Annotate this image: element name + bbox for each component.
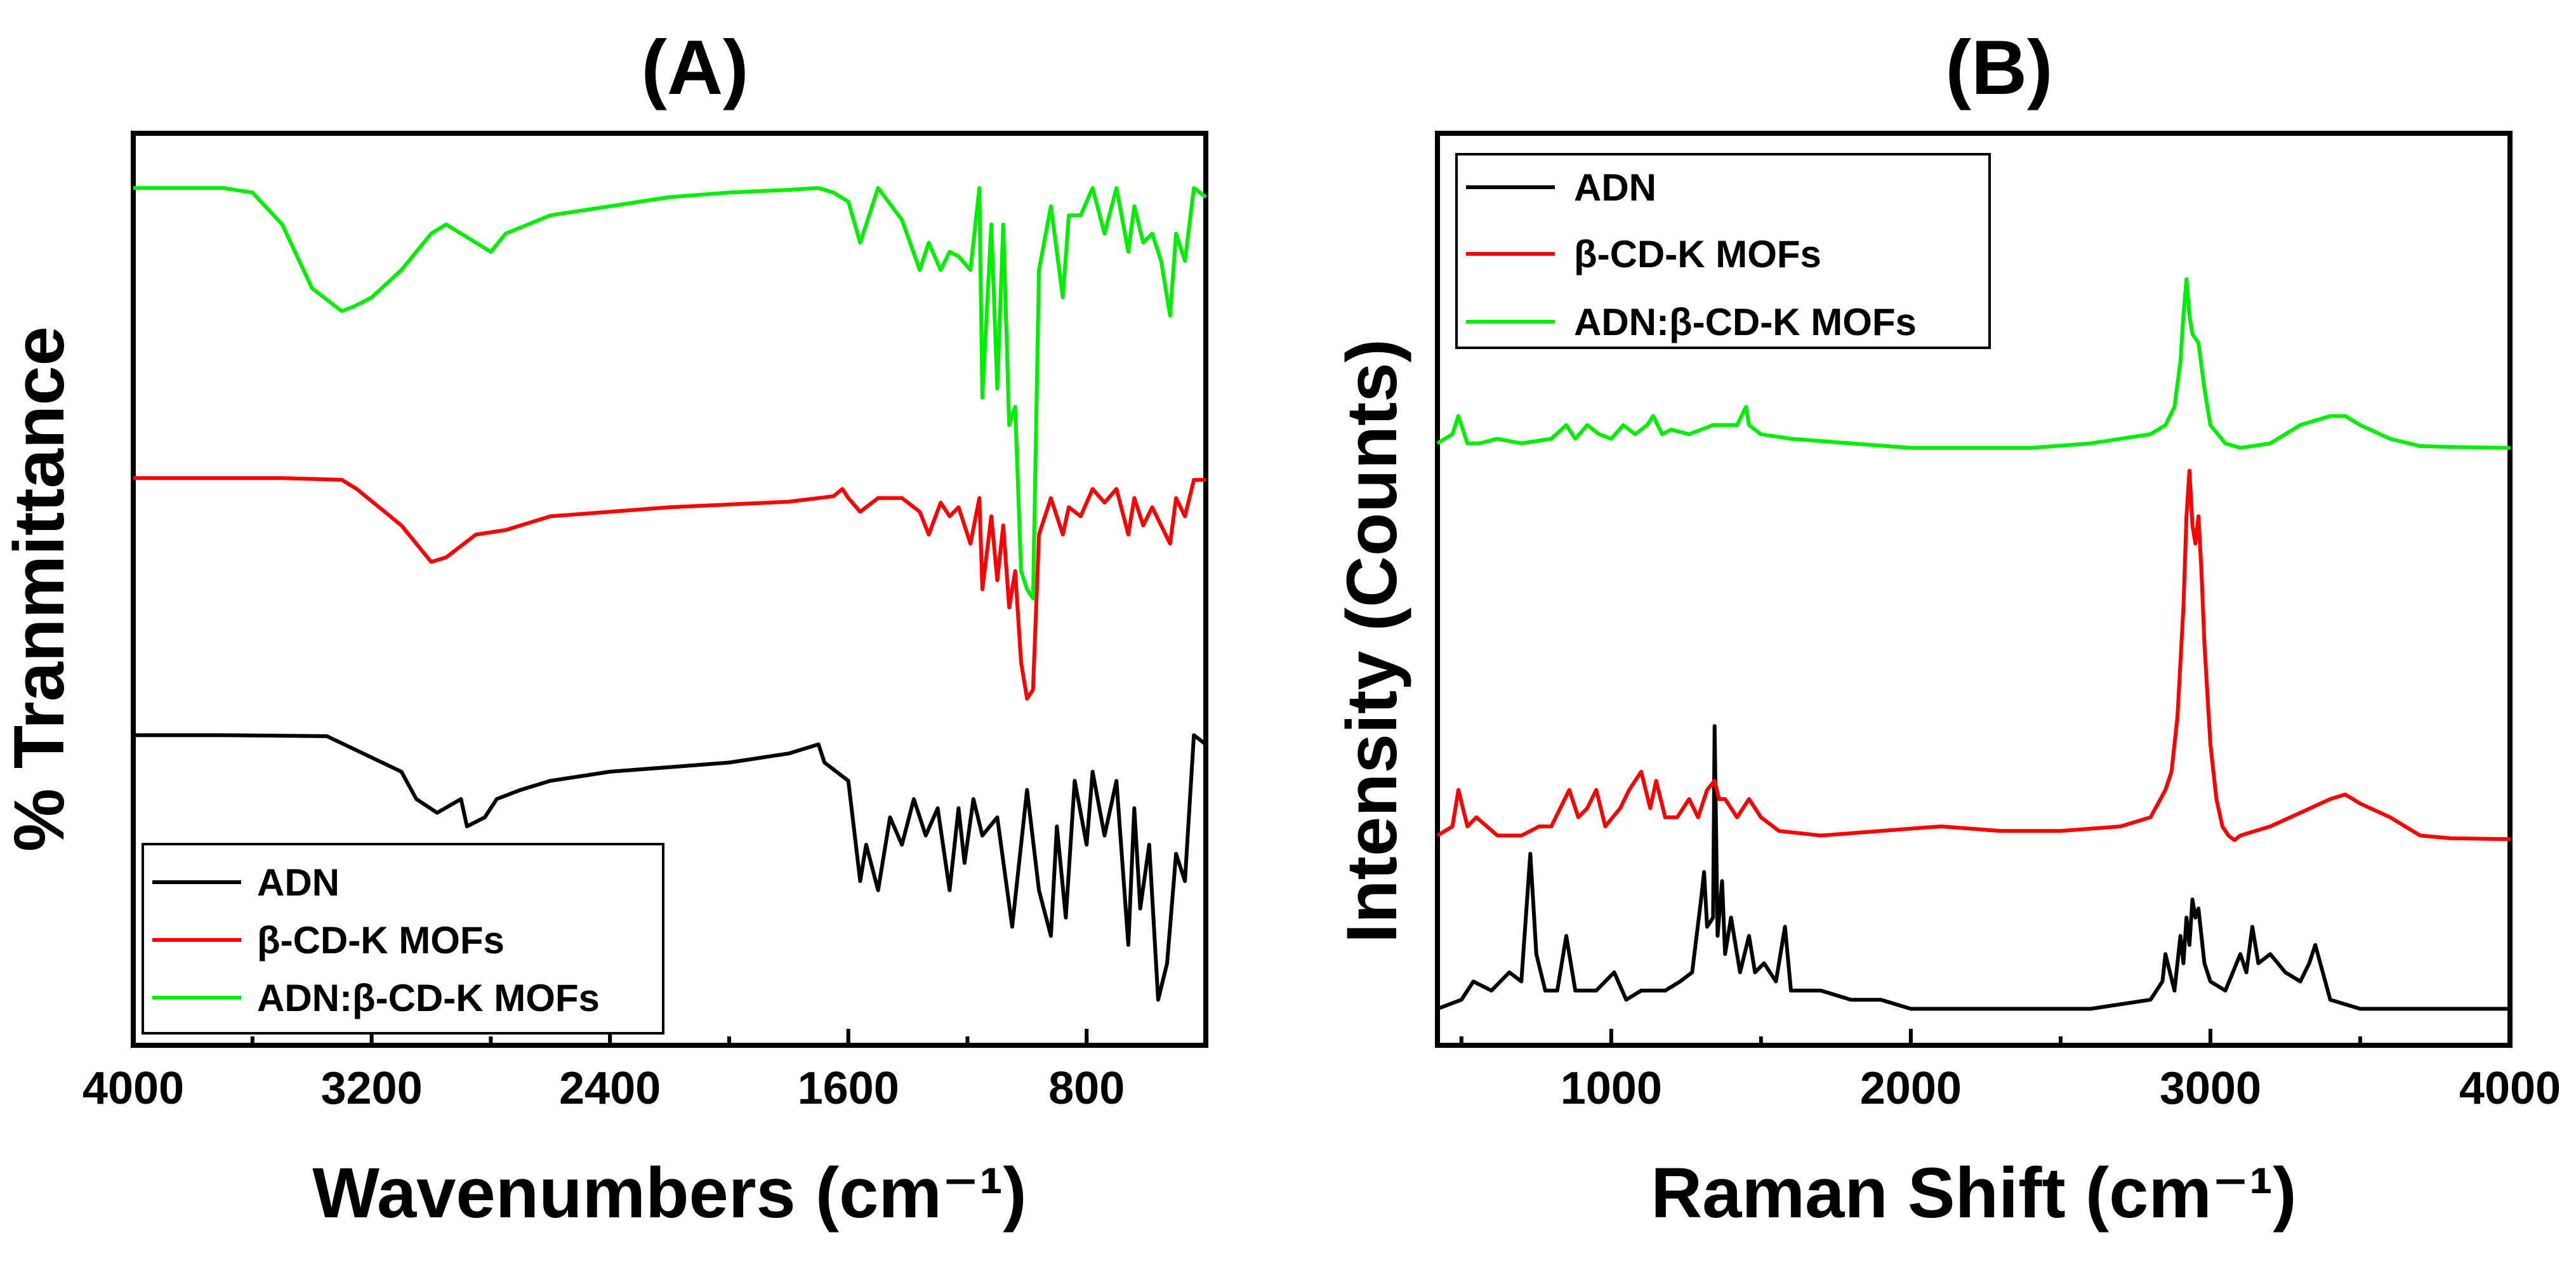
- panel-b-x-tick-label-1000: 1000: [1561, 1063, 1662, 1114]
- panel-a-series-group: [133, 186, 1207, 1002]
- panel-b-series-adn-b-cd-k-mofs: [1436, 277, 2511, 450]
- panel-b-y-axis-title: Intensity (Counts): [1332, 339, 1411, 943]
- panel-a-legend-label-adn-bcdk: ADN:β-CD-K MOFs: [257, 977, 600, 1019]
- panel-a-x-tick-label-2400: 2400: [559, 1063, 661, 1114]
- panel-b-title: (B): [1945, 24, 2052, 110]
- panel-a-series-b-cd-k-mofs: [133, 476, 1206, 701]
- panel-a-series-adn-b-cd-k-mofs: [133, 186, 1207, 600]
- panel-a-legend-label-bcdk: β-CD-K MOFs: [257, 919, 505, 962]
- panel-b-series-adn: [1436, 724, 2510, 1011]
- panel-b-series-group: [1436, 277, 2511, 1011]
- panel-a-x-tick-label-3200: 3200: [320, 1063, 422, 1114]
- panel-a-x-ticks: 4000 3200 2400 1600 800: [83, 1029, 1208, 1114]
- panel-a-plot-frame: [131, 131, 1208, 1048]
- panel-a-title: (A): [641, 24, 748, 110]
- panel-a-x-tick-label-1600: 1600: [798, 1063, 899, 1114]
- panel-a-x-axis-title: Wavenumbers (cm⁻¹): [312, 1153, 1026, 1233]
- panel-a: (A) 4000 3200 2400 1600 800 Wavenumbers (cm⁻…: [0, 24, 1208, 1233]
- panel-b-series-b-cd-k-mofs: [1436, 468, 2511, 842]
- panel-a-x-tick-label-800: 800: [1048, 1063, 1125, 1114]
- panel-b-x-tick-label-4000: 4000: [2459, 1063, 2561, 1114]
- panel-a-x-tick-label-4000: 4000: [83, 1063, 184, 1114]
- panel-b-legend-label-bcdk: β-CD-K MOFs: [1574, 233, 1821, 275]
- panel-b-legend-label-adn-bcdk: ADN:β-CD-K MOFs: [1574, 301, 1917, 343]
- panel-b-legend: ADN β-CD-K MOFs ADN:β-CD-K MOFs: [1455, 153, 1991, 349]
- panel-b-plot-frame: [1435, 131, 2513, 1048]
- panel-b-x-tick-label-2000: 2000: [1860, 1063, 1962, 1114]
- panel-a-legend: ADN β-CD-K MOFs ADN:β-CD-K MOFs: [142, 843, 664, 1035]
- panel-a-series-adn: [133, 733, 1207, 1002]
- panel-a-legend-label-adn: ADN: [257, 861, 340, 904]
- panel-a-y-axis-title: % Tranmittance: [0, 326, 79, 852]
- panel-b-x-axis-title: Raman Shift (cm⁻¹): [1651, 1153, 2296, 1233]
- panel-b: (B) 1000 2000 3000 4000 Raman Shift (cm⁻¹) …: [1332, 24, 2561, 1233]
- panel-b-legend-label-adn: ADN: [1574, 166, 1656, 209]
- panel-b-x-ticks: 1000 2000 3000 4000: [1459, 1029, 2561, 1114]
- panel-b-x-tick-label-3000: 3000: [2160, 1063, 2261, 1114]
